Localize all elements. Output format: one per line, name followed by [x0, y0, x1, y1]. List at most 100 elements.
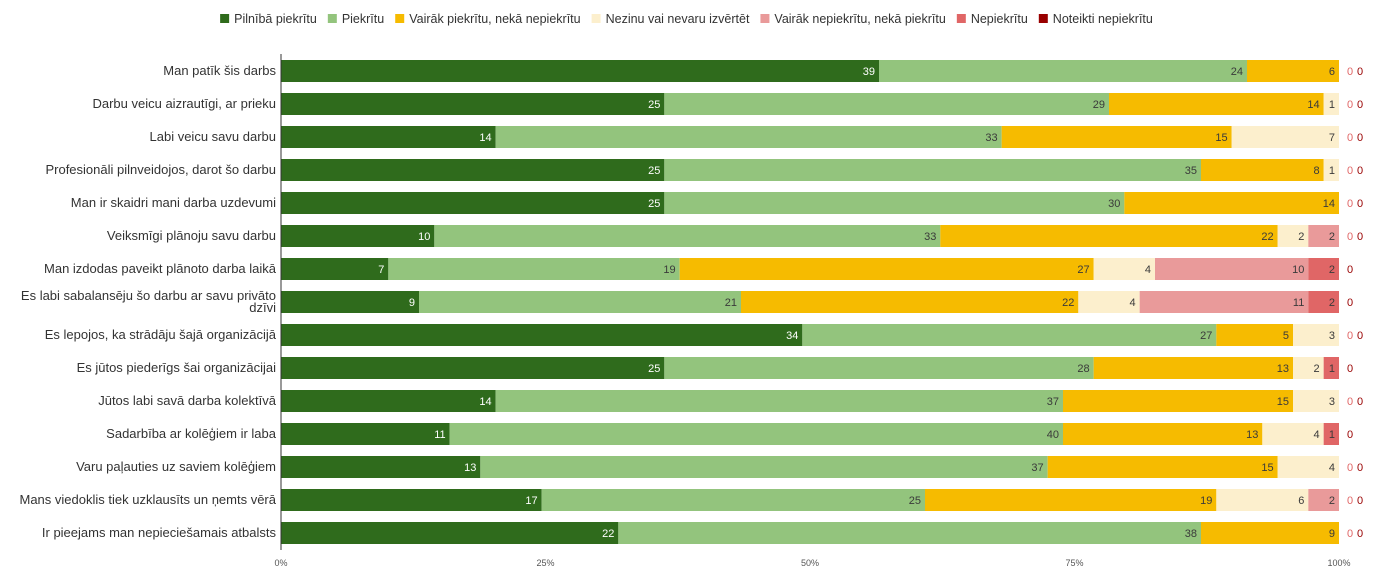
bar-segment	[281, 522, 619, 544]
bar-segment	[281, 258, 389, 280]
data-label: 0	[1357, 495, 1363, 507]
data-label: 9	[409, 297, 415, 309]
bar-segment	[281, 390, 496, 412]
bar-segment	[1293, 357, 1324, 379]
data-label: 2	[1298, 231, 1304, 243]
bar-segment	[281, 159, 665, 181]
bar-segment	[1216, 324, 1293, 346]
data-label: 2	[1329, 297, 1335, 309]
legend-swatch	[395, 14, 405, 23]
bar-segment	[1124, 192, 1339, 214]
bar-segment	[664, 93, 1109, 115]
data-label: 2	[1314, 363, 1320, 375]
data-label: 25	[909, 495, 921, 507]
data-label: 2	[1329, 495, 1335, 507]
bar-segment	[281, 126, 496, 148]
bar-row: 10 33 22 2 2 0 0	[281, 225, 1363, 247]
bar-segment	[1308, 258, 1339, 280]
bar-segment	[940, 225, 1278, 247]
bar-row: 22 38 9 0 0	[281, 522, 1363, 544]
data-label: 0	[1357, 528, 1363, 540]
bar-segment	[1308, 291, 1339, 313]
category-label: Sadarbība ar kolēģiem ir laba	[106, 426, 277, 441]
data-label: 0	[1357, 231, 1363, 243]
data-label: 25	[648, 198, 660, 210]
bar-segment	[1323, 159, 1339, 181]
bar-segment	[449, 423, 1064, 445]
bar-segment	[1063, 390, 1293, 412]
data-label: 9	[1329, 528, 1335, 540]
bar-segment	[618, 522, 1201, 544]
data-label: 1	[1329, 99, 1335, 111]
bar-segment	[281, 489, 542, 511]
bar-segment	[802, 324, 1217, 346]
bar-row: 25 30 14 0 0	[281, 192, 1363, 214]
data-label: 0	[1357, 198, 1363, 210]
data-label: 0	[1357, 165, 1363, 177]
data-label: 38	[1185, 528, 1197, 540]
data-label: 25	[648, 165, 660, 177]
bar-segment	[664, 357, 1094, 379]
data-label: 27	[1200, 330, 1212, 342]
data-label: 11	[1293, 297, 1304, 309]
data-label: 0	[1347, 495, 1353, 507]
data-label: 0	[1347, 396, 1353, 408]
x-tick-label: 50%	[801, 558, 819, 567]
data-label: 0	[1357, 132, 1363, 144]
data-label: 0	[1357, 330, 1363, 342]
legend-item-label: Pilnībā piekrītu	[234, 12, 317, 26]
data-label: 25	[648, 363, 660, 375]
bar-row: 39 24 6 0 0	[281, 60, 1363, 82]
bar-segment	[1078, 291, 1140, 313]
bar-segment	[664, 192, 1125, 214]
data-label: 19	[1200, 495, 1212, 507]
bar-segment	[1047, 456, 1278, 478]
bar-segment	[1323, 357, 1339, 379]
data-label: 22	[1062, 297, 1074, 309]
data-label: 3	[1329, 330, 1335, 342]
bar-row: 17 25 19 6 2 0 0	[281, 489, 1363, 511]
bar-row: 14 37 15 3 0 0	[281, 390, 1363, 412]
bar-segment	[419, 291, 741, 313]
legend-swatch	[1038, 14, 1048, 23]
data-label: 0	[1347, 99, 1353, 111]
bar-segment	[1231, 126, 1339, 148]
bar-row: 11 40 13 4 1 0	[281, 423, 1353, 445]
legend-item-label: Nezinu vai nevaru izvērtēt	[606, 12, 750, 26]
data-label: 4	[1314, 429, 1320, 441]
bar-row: 34 27 5 3 0 0	[281, 324, 1363, 346]
data-label: 7	[1329, 132, 1335, 144]
bar-segment	[1262, 423, 1324, 445]
data-label: 21	[725, 297, 737, 309]
bar-segment	[1293, 390, 1339, 412]
bar-segment	[480, 456, 1048, 478]
data-label: 0	[1357, 396, 1363, 408]
bar-segment	[1216, 489, 1309, 511]
x-axis-ticks: 0% 25% 50% 75% 100%	[274, 558, 1350, 567]
bar-segment	[1308, 225, 1339, 247]
category-label: Es labi sabalansēju šo darbu ar savu pri…	[21, 288, 276, 315]
bar-segment	[281, 225, 435, 247]
category-labels: Man patīk šis darbs Darbu veicu aizrautīg…	[20, 63, 277, 540]
data-label: 10	[1292, 264, 1304, 276]
data-label: 10	[418, 231, 430, 243]
data-label: 15	[1261, 462, 1273, 474]
bar-segment	[495, 390, 1064, 412]
bar-segment	[1277, 456, 1339, 478]
data-label: 4	[1329, 462, 1335, 474]
data-label: 35	[1185, 165, 1197, 177]
data-label: 0	[1347, 165, 1353, 177]
data-label: 17	[525, 495, 537, 507]
data-label: 22	[1261, 231, 1273, 243]
data-label: 25	[648, 99, 660, 111]
legend-swatch	[327, 14, 337, 23]
bar-row: 13 37 15 4 0 0	[281, 456, 1363, 478]
data-label: 4	[1130, 297, 1136, 309]
bar-segment	[1201, 159, 1324, 181]
data-label: 6	[1298, 495, 1304, 507]
bar-segment	[1323, 93, 1339, 115]
bar-segment	[925, 489, 1217, 511]
bar-segment	[1001, 126, 1232, 148]
bar-segment	[1293, 324, 1339, 346]
